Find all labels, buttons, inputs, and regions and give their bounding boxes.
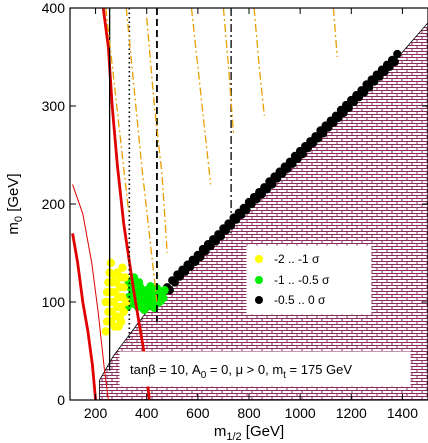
legend-label-1: -2 .. -1 σ (274, 252, 320, 266)
y-axis-title: m0 [GeV] (5, 173, 25, 234)
legend-label-2: -1 .. -0.5 σ (274, 273, 330, 287)
point-series2-14 (104, 278, 113, 287)
legend-marker-yellow (255, 255, 263, 263)
curve-12 (253, 8, 265, 116)
point-series1-28 (159, 293, 168, 303)
point-series2-30 (101, 297, 111, 307)
point-series0-61 (242, 205, 251, 215)
point-series1-29 (160, 286, 169, 295)
curve-7 (105, 8, 130, 214)
point-series2-16 (106, 317, 116, 326)
x-tick-label-3: 800 (237, 405, 261, 421)
point-series0-76 (318, 129, 328, 138)
point-series2-31 (106, 258, 116, 267)
legend-marker-black (255, 296, 263, 304)
point-series0-56 (216, 232, 226, 241)
y-tick-label-3: 300 (42, 98, 66, 114)
point-series0-58 (226, 221, 236, 230)
point-series2-20 (111, 278, 121, 287)
legend-label-3: -0.5 .. 0 σ (274, 293, 326, 307)
curve-13 (332, 8, 338, 58)
legend-box (246, 245, 372, 315)
x-tick-label-1: 400 (135, 405, 159, 421)
x-tick-label-4: 1000 (285, 405, 316, 421)
curve-8 (125, 8, 158, 303)
point-series2-26 (119, 283, 128, 292)
curve-1 (71, 233, 97, 400)
x-tick-label-2: 600 (186, 405, 210, 421)
curve-9 (146, 17, 168, 254)
point-series1-34 (134, 278, 144, 287)
y-tick-label-4: 400 (42, 0, 66, 16)
curve-10 (190, 8, 212, 185)
y-tick-label-0: 0 (57, 392, 65, 408)
x-tick-label-0: 200 (84, 405, 108, 421)
point-series2-27 (120, 273, 130, 282)
point-series2-32 (116, 317, 126, 326)
point-series2-28 (122, 297, 131, 307)
point-series0-45 (393, 49, 402, 59)
legend-marker-green (255, 276, 263, 284)
axis-ticks: 200 400 600 800 1000 1200 1400 0 100 200 300 400 (42, 0, 428, 421)
point-series0-90 (390, 57, 399, 67)
point-series0-85 (364, 83, 374, 92)
point-series2-18 (109, 297, 118, 307)
point-series2-21 (113, 268, 122, 277)
x-tick-label-5: 1200 (336, 405, 367, 421)
point-series2-0 (101, 327, 111, 336)
annotation-box (119, 351, 411, 387)
y-tick-label-2: 200 (42, 196, 66, 212)
point-series0-72 (298, 149, 307, 159)
annotation-text: tanβ = 10, A0 = 0, μ > 0, mt = 175 GeV (130, 362, 352, 381)
parameters-annotation: tanβ = 10, A0 = 0, μ > 0, mt = 175 GeV (119, 351, 411, 387)
curve-11 (222, 8, 235, 136)
point-series2-19 (110, 288, 119, 297)
legend: -2 .. -1 σ -1 .. -0.5 σ -0.5 .. 0 σ (246, 245, 372, 315)
point-series2-33 (119, 307, 128, 316)
x-axis-title: m1/2 [GeV] (214, 423, 284, 443)
y-tick-label-1: 100 (42, 294, 66, 310)
point-series0-47 (170, 278, 180, 287)
point-series0-66 (267, 180, 277, 189)
point-series0-52 (196, 252, 205, 262)
curve-2 (72, 184, 109, 400)
plot-area (71, 8, 428, 400)
point-series0-81 (344, 103, 353, 113)
x-tick-label-6: 1400 (387, 405, 418, 421)
